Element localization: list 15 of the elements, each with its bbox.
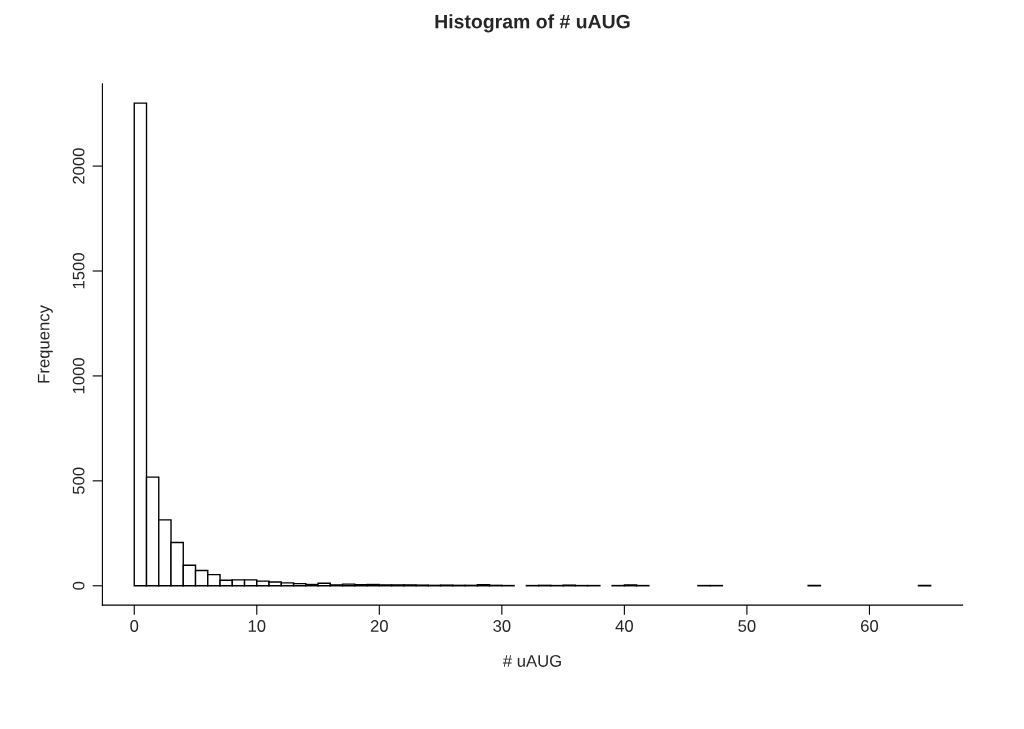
- x-tick-label: 60: [861, 620, 879, 632]
- x-tick-label: 20: [370, 620, 388, 632]
- x-tick-label: 0: [130, 620, 139, 632]
- y-tick-label: 500: [72, 467, 85, 495]
- chart-title: Histogram of # uAUG: [435, 14, 630, 33]
- y-tick-label: 1500: [72, 253, 85, 289]
- y-tick-label: 1000: [72, 358, 85, 394]
- x-axis-title: # uAUG: [502, 655, 561, 667]
- y-axis-title: Frequency: [37, 305, 53, 383]
- y-tick-label: 2000: [72, 148, 85, 184]
- x-tick-label: 40: [615, 620, 633, 632]
- x-tick-label: 50: [738, 620, 756, 632]
- x-tick-label: 30: [493, 620, 511, 632]
- y-tick-label: 0: [72, 581, 85, 590]
- x-tick-label: 10: [248, 620, 266, 632]
